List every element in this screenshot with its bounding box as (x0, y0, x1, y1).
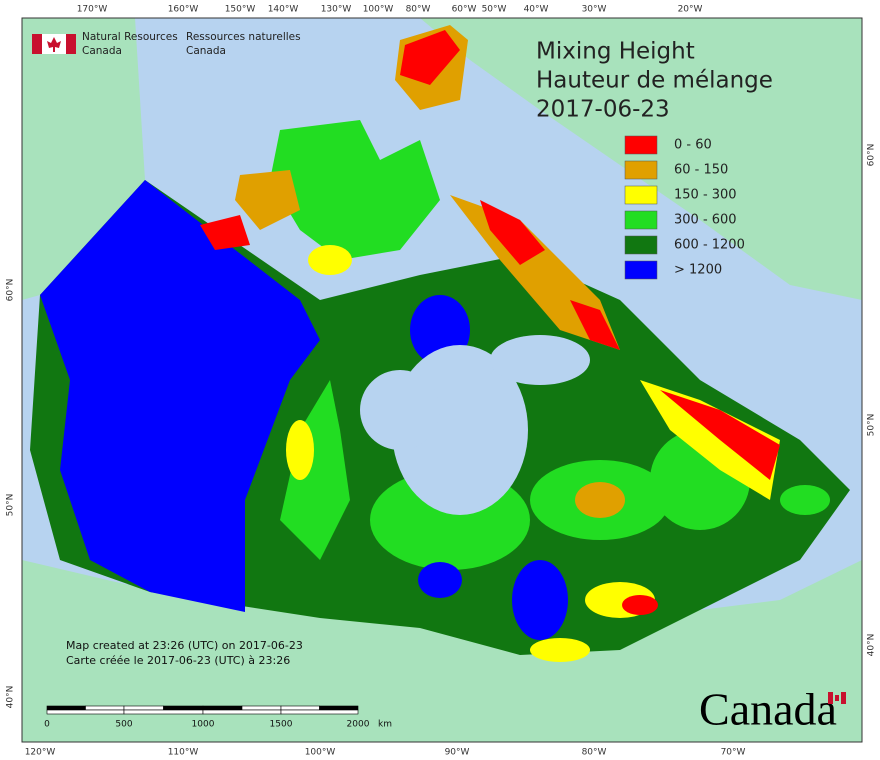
mixing-zone (280, 380, 350, 560)
longitude-label: 170°W (77, 5, 108, 15)
mixing-zone (660, 390, 780, 480)
longitude-label: 80°W (582, 748, 607, 758)
longitude-label: 80°W (406, 5, 431, 15)
mixing-zone (40, 180, 320, 612)
scale-segment (202, 709, 282, 715)
maple-leaf (835, 695, 839, 701)
mixing-zone (622, 595, 658, 615)
mixing-zone (200, 215, 250, 250)
legend-swatch (624, 260, 658, 280)
longitude-label: 20°W (678, 5, 703, 15)
wordmark-flag (828, 692, 846, 704)
legend-label: 150 - 300 (674, 188, 737, 203)
longitude-label: 110°W (168, 748, 199, 758)
map-frame (21, 17, 863, 743)
latitude-label: 60°N (867, 144, 877, 167)
org-en: Canada (82, 45, 122, 57)
legend: 0 - 60 60 - 150 150 - 300 300 - 600 600 - 12… (624, 135, 745, 280)
scale-label: 1000 (192, 720, 215, 730)
scale-segment (46, 709, 125, 715)
scale-segment (241, 705, 282, 711)
org-fr: Canada (186, 45, 226, 57)
mixing-zone (570, 300, 620, 350)
mixing-zone (512, 560, 568, 640)
scale-segment (123, 709, 204, 715)
mixing-zone (308, 245, 352, 275)
legend-swatch (624, 210, 658, 230)
flag-bar (66, 34, 76, 54)
legend-swatch (624, 235, 658, 255)
legend-label: 60 - 150 (674, 163, 728, 178)
latitude-label: 50°N (6, 494, 16, 517)
title: Hauteur de mélange (536, 68, 773, 94)
scale-label: 0 (44, 720, 50, 730)
arctic-islands (270, 120, 440, 260)
legend-swatch (624, 135, 658, 155)
mixing-zone (286, 420, 314, 480)
scale-label: 2000 (347, 720, 370, 730)
nrcan-logo (32, 34, 76, 54)
longitude-label: 70°W (721, 748, 746, 758)
hudson-bay (360, 370, 440, 450)
scale-segment (202, 705, 243, 711)
scale-segment (280, 705, 320, 711)
title: 2017-06-23 (536, 97, 670, 123)
mixing-zone (575, 482, 625, 518)
legend-label: 300 - 600 (674, 213, 737, 228)
scale-segment (123, 705, 164, 711)
scale-bar: 0 500 1000 1500 2000 km (44, 705, 392, 730)
longitude-label: 150°W (225, 5, 256, 15)
scale-label: 500 (115, 720, 132, 730)
mixing-zone (780, 485, 830, 515)
legend-label: 0 - 60 (674, 138, 712, 153)
flag-bar (841, 692, 846, 704)
scale-segment (85, 705, 125, 711)
greenland (420, 18, 862, 300)
mixing-zone (480, 200, 545, 265)
legend-label: 600 - 1200 (674, 238, 745, 253)
longitude-label: 100°W (305, 748, 336, 758)
flag-bar (828, 692, 833, 704)
org-en: Natural Resources (82, 31, 178, 43)
longitude-label: 100°W (363, 5, 394, 15)
title: Mixing Height (536, 39, 695, 65)
scale-segment (163, 705, 204, 711)
latitude-label: 40°N (6, 686, 16, 709)
map-shapes (22, 18, 862, 742)
alaska (22, 18, 145, 300)
credit: Carte créée le 2017-06-23 (UTC) à 23:26 (66, 654, 290, 667)
scale-unit: km (378, 720, 392, 730)
longitude-label: 40°W (524, 5, 549, 15)
legend-swatch (624, 160, 658, 180)
mixing-zone (530, 638, 590, 662)
foxe-basin (490, 335, 590, 385)
longitude-label: 120°W (25, 748, 56, 758)
longitude-label: 90°W (445, 748, 470, 758)
scale-segment (319, 705, 359, 711)
org-fr: Ressources naturelles (186, 31, 301, 43)
flag-bar (32, 34, 42, 54)
mixing-zone (235, 170, 300, 230)
longitude-label: 30°W (582, 5, 607, 15)
scale-segment (46, 705, 86, 711)
legend-swatch (624, 185, 658, 205)
longitude-label: 50°W (482, 5, 507, 15)
longitude-label: 60°W (452, 5, 477, 15)
mixing-zone (418, 562, 462, 598)
latitude-label: 50°N (867, 414, 877, 437)
latitude-label: 40°N (867, 634, 877, 657)
mixing-zone (640, 380, 780, 500)
maple-leaf (47, 37, 61, 52)
credit: Map created at 23:26 (UTC) on 2017-06-23 (66, 639, 303, 652)
longitude-label: 130°W (321, 5, 352, 15)
scale-segment (280, 709, 359, 715)
longitude-label: 160°W (168, 5, 199, 15)
mixing-zone (400, 30, 460, 85)
latitude-label: 60°N (6, 279, 16, 302)
longitude-label: 140°W (268, 5, 299, 15)
wordmark: Canada (699, 684, 837, 735)
legend-label: > 1200 (674, 263, 722, 278)
scale-label: 1500 (270, 720, 293, 730)
